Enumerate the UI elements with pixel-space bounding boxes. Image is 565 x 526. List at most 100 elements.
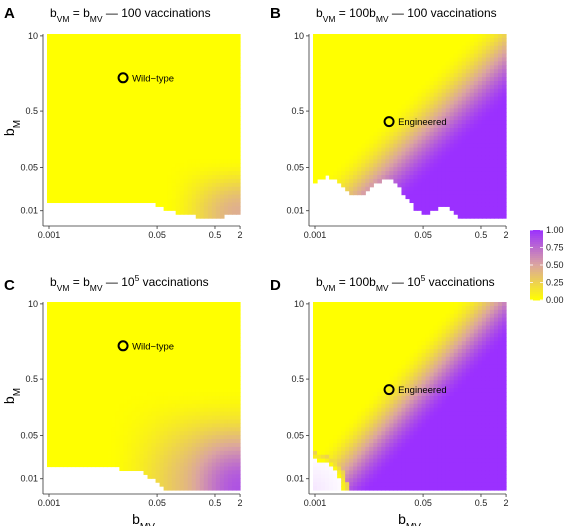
heatmap-cell [79,116,84,121]
heatmap-cell [135,124,141,129]
heatmap-cell [159,81,165,86]
heatmap-cell [119,167,124,172]
heatmap-cell [477,96,483,102]
heatmap-cell [501,77,507,82]
heatmap-cell [321,128,326,133]
heatmap-cell [417,178,423,184]
heatmap-cell [163,69,169,74]
heatmap-cell [63,333,68,338]
heatmap-cell [333,108,338,113]
heatmap-cell [385,88,390,94]
heatmap-cell [449,139,455,145]
heatmap-cell [95,368,100,374]
heatmap-cell [497,96,503,102]
heatmap-cell [71,454,76,460]
heatmap-cell [195,155,201,160]
heatmap-cell [87,37,92,43]
heatmap-cell [235,100,241,106]
heatmap-cell [433,135,439,141]
heatmap-cell [63,163,68,168]
heatmap-cell [159,131,165,137]
heatmap-cell [485,41,491,47]
heatmap-cell [207,124,213,129]
heatmap-cell [481,175,487,180]
heatmap-cell [325,65,330,70]
heatmap-cell [47,175,52,180]
heatmap-cell [75,65,80,70]
heatmap-cell [71,124,76,129]
heatmap-cell [63,313,68,319]
heatmap-cell [409,104,415,110]
heatmap-cell [469,104,475,110]
heatmap-cell [227,171,233,176]
heatmap-cell [437,37,443,43]
heatmap-cell [79,69,84,74]
heatmap-cell [179,171,185,176]
heatmap-cell [485,73,491,78]
heatmap-cell [51,317,56,323]
heatmap-cell [163,96,169,102]
heatmap-cell [119,349,124,354]
heatmap-cell [159,34,165,39]
heatmap-cell [457,100,463,106]
heatmap-cell [111,337,116,342]
heatmap-cell [187,45,193,51]
heatmap-cell [107,124,112,129]
heatmap-cell [187,151,193,157]
heatmap-cell [401,112,407,117]
heatmap-cell [107,34,112,39]
heatmap-cell [91,139,96,145]
heatmap-cell [337,171,342,176]
heatmap-cell [175,104,181,110]
heatmap-cell [401,104,407,110]
heatmap-cell [191,202,197,207]
heatmap-cell [95,396,100,401]
heatmap-cell [333,171,338,176]
heatmap-cell [167,151,173,157]
heatmap-cell [353,178,358,184]
heatmap-cell [219,61,225,66]
heatmap-cell [83,112,88,117]
heatmap-cell [183,41,189,47]
heatmap-cell [401,57,407,63]
heatmap-cell [461,175,467,180]
heatmap-cell [83,427,88,432]
heatmap-cell [111,61,116,66]
heatmap-cell [79,435,84,440]
heatmap-cell [389,135,395,141]
heatmap-cell [497,100,503,106]
heatmap-cell [55,49,60,55]
heatmap-cell [119,198,124,204]
heatmap-cell [445,178,451,184]
heatmap-cell [79,384,84,389]
heatmap-cell [429,194,435,200]
heatmap-cell [91,88,96,94]
heatmap-cell [453,88,459,94]
heatmap-cell [179,69,185,74]
heatmap-cell [405,155,411,160]
heatmap-cell [91,178,96,184]
heatmap-cell [473,175,479,180]
heatmap-cell [485,77,491,82]
heatmap-cell [453,92,459,98]
heatmap-cell [481,186,487,192]
heatmap-cell [199,175,205,180]
heatmap-cell [59,423,64,428]
heatmap-cell [215,112,221,117]
heatmap-cell [441,147,447,153]
heatmap-cell [107,116,112,121]
heatmap-cell [187,73,193,78]
heatmap-cell [461,49,467,55]
heatmap-cell [425,116,431,121]
heatmap-cell [321,112,326,117]
heatmap-cell [63,147,68,153]
heatmap-cell [71,439,76,444]
heatmap-cell [99,124,104,129]
heatmap-cell [369,155,374,160]
heatmap-cell [425,178,431,184]
heatmap-cell [421,81,427,86]
heatmap-cell [47,81,52,86]
heatmap-cell [59,392,64,397]
heatmap-cell [79,159,84,164]
heatmap-cell [389,163,395,168]
